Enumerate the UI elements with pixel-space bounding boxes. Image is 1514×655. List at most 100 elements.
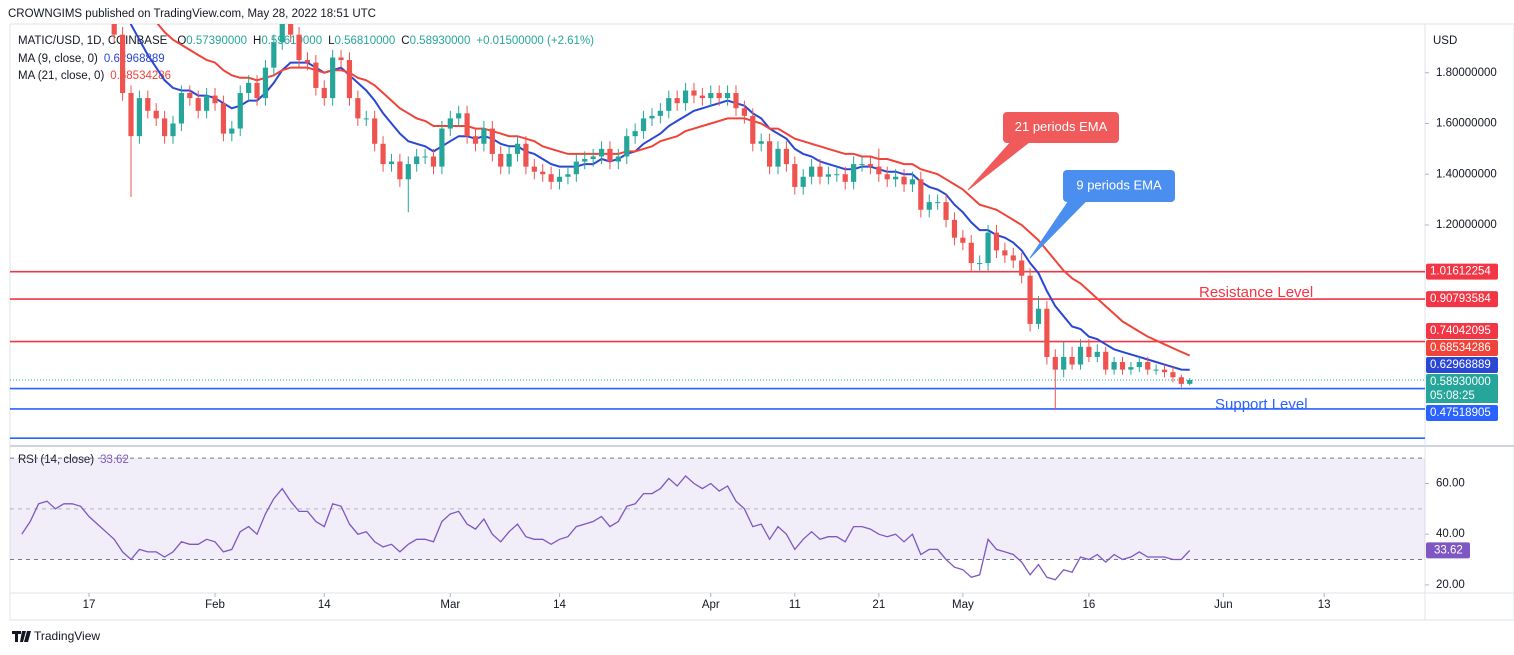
candle-body (447, 118, 453, 129)
candle-body (481, 128, 487, 144)
y-tick-label: 1.40000000 (1436, 168, 1497, 180)
candle-body (926, 202, 932, 210)
price-tag: 0.47518905 (1426, 405, 1498, 421)
candle-body (842, 174, 848, 182)
ma-legend: MA (9, close, 0) 0.62968889 (18, 53, 165, 65)
candle-body (1035, 308, 1042, 324)
candle-body (682, 90, 689, 104)
candle-body (212, 95, 218, 104)
candle-body (851, 164, 857, 182)
countdown: 05:08:25 (1430, 390, 1475, 402)
price-tag: 0.62968889 (1426, 357, 1498, 373)
candle-body (1019, 260, 1025, 276)
candle-body (758, 141, 764, 144)
candle-body (985, 232, 991, 264)
candle-body (1094, 351, 1100, 357)
x-tick-label: May (952, 599, 974, 611)
candle-body (1027, 275, 1033, 324)
rsi-value: 33.62 (100, 454, 129, 466)
ma-value: 0.62968889 (104, 53, 165, 65)
candle-body (388, 161, 395, 165)
candle-body (657, 110, 663, 116)
candle-body (935, 202, 941, 204)
candle-body (951, 219, 958, 238)
candle-body (615, 156, 621, 162)
rsi-legend: RSI (14, close) 33.62 (18, 454, 129, 466)
y-tick-label: 1.80000000 (1436, 67, 1497, 79)
price-tag-label: 0.47518905 (1430, 407, 1491, 419)
callout-pointer (967, 142, 1030, 191)
candle-body (918, 179, 924, 210)
candle-body (439, 128, 445, 167)
candle-body (783, 148, 790, 165)
candle-body (724, 93, 731, 99)
price-tag-bg (1426, 405, 1498, 421)
candle-body (867, 164, 874, 167)
level-label: Support Level (1215, 396, 1308, 413)
candle-body (1153, 369, 1159, 371)
candle-body (540, 171, 546, 175)
frame (9, 23, 1514, 621)
candle-body (262, 67, 269, 99)
candle-body (1178, 377, 1184, 384)
price-tag-bg (1426, 374, 1498, 390)
candle-body (1161, 369, 1168, 373)
candle-body (405, 164, 411, 180)
candle-body (119, 34, 126, 94)
candle-body (330, 57, 336, 99)
price-tag: 0.74042095 (1426, 323, 1498, 339)
candle-body (170, 123, 176, 137)
x-tick-label: 14 (553, 599, 566, 611)
price-tag-label: 0.90793584 (1430, 293, 1491, 305)
change: +0.01500000 (+2.61%) (476, 35, 594, 47)
ohlc-value: 0.56810000 (335, 35, 396, 47)
candle-body (313, 62, 319, 88)
candle-body (430, 156, 437, 167)
candle-body (775, 148, 781, 167)
price-tag-label: 1.01612254 (1430, 266, 1491, 278)
x-tick-label: 21 (872, 599, 885, 611)
candle-body (666, 98, 672, 111)
callout-pointer (1029, 201, 1087, 259)
candle-body (1119, 362, 1126, 370)
y-tick-label: 1.60000000 (1436, 118, 1497, 130)
candle-body (246, 82, 252, 94)
candle-body (876, 166, 882, 175)
rsi-y-tick-label: 40.00 (1436, 528, 1465, 540)
candle-body (741, 108, 747, 116)
candle-body (977, 263, 983, 265)
candle-body (834, 174, 840, 176)
candle-body (1044, 308, 1050, 357)
ma-value: 0.68534286 (110, 70, 171, 82)
ma-line (156, 24, 1191, 357)
candle-body (128, 93, 134, 137)
candle-body (1128, 367, 1134, 370)
candle-body (1010, 255, 1016, 261)
candle-body (162, 118, 168, 137)
candle-body (136, 98, 143, 137)
candle-body (1002, 250, 1008, 256)
candle-body (708, 93, 714, 99)
candle-body (237, 93, 243, 129)
candle-body (1103, 351, 1109, 370)
candle-body (556, 176, 563, 182)
candle-body (699, 95, 705, 99)
price-tag-label: 0.58930000 (1430, 376, 1491, 388)
candle-body (691, 90, 697, 96)
candle-body (380, 143, 386, 165)
ohlc-key: O (177, 35, 186, 47)
callout-text: 9 periods EMA (1076, 177, 1162, 192)
rsi-tag-label: 33.62 (1434, 544, 1463, 556)
rsi-y-tick-label: 20.00 (1436, 579, 1465, 591)
rsi-line (21, 474, 1191, 581)
rsi-y-tick-label: 60.00 (1436, 478, 1465, 490)
candle-body (1052, 356, 1058, 370)
price-tag-bg (1426, 357, 1498, 373)
candle-body (346, 60, 353, 99)
candle-body (590, 156, 596, 160)
candle-body (304, 60, 311, 63)
candle-body (1061, 356, 1067, 370)
x-tick-label: 16 (1082, 599, 1095, 611)
candle-body (565, 174, 571, 177)
